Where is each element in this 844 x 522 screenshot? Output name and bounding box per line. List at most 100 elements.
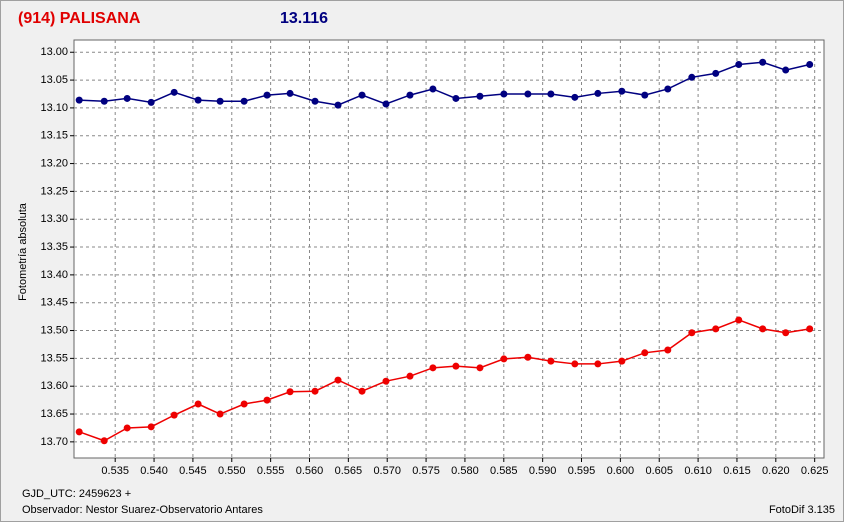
y-tick-label: 13.20 <box>40 157 68 169</box>
y-tick-label: 13.65 <box>40 408 68 420</box>
y-tick-label: 13.30 <box>40 213 68 225</box>
data-point <box>286 89 294 97</box>
data-point <box>664 346 672 354</box>
x-tick-label: 0.620 <box>762 465 790 477</box>
data-point <box>476 364 484 372</box>
data-point <box>571 360 579 368</box>
data-point <box>382 100 390 108</box>
chart-subtitle: 13.116 <box>280 10 328 27</box>
data-point <box>712 69 720 77</box>
y-tick-label: 13.25 <box>40 185 68 197</box>
y-axis-label: Fotometría absoluta <box>17 202 29 301</box>
data-point <box>240 97 248 105</box>
y-tick-label: 13.10 <box>40 102 68 114</box>
data-point <box>594 89 602 97</box>
data-point <box>170 411 178 419</box>
data-point <box>735 60 743 68</box>
data-point <box>406 91 414 99</box>
x-tick-label: 0.600 <box>607 465 635 477</box>
data-point <box>664 85 672 93</box>
data-point <box>618 87 626 95</box>
x-tick-label: 0.575 <box>412 465 440 477</box>
x-tick-label: 0.580 <box>451 465 479 477</box>
data-point <box>334 376 342 384</box>
data-point <box>286 388 294 396</box>
y-tick-label: 13.55 <box>40 352 68 364</box>
data-point <box>147 98 155 106</box>
x-tick-label: 0.585 <box>490 465 518 477</box>
data-point <box>358 91 366 99</box>
y-tick-label: 13.70 <box>40 436 68 448</box>
data-point <box>618 357 626 365</box>
data-point <box>476 92 484 100</box>
data-point <box>123 424 131 432</box>
x-tick-label: 0.615 <box>723 465 751 477</box>
plot-area <box>73 39 825 459</box>
x-tick-label: 0.605 <box>645 465 673 477</box>
x-tick-label: 0.540 <box>140 465 168 477</box>
data-point <box>147 423 155 431</box>
x-tick-label: 0.555 <box>257 465 285 477</box>
data-point <box>500 355 508 363</box>
x-tick-label: 0.545 <box>179 465 207 477</box>
data-point <box>735 316 743 324</box>
x-tick-label: 0.590 <box>529 465 557 477</box>
data-point <box>641 349 649 357</box>
y-tick-label: 13.05 <box>40 74 68 86</box>
data-point <box>429 85 437 93</box>
x-tick-label: 0.570 <box>373 465 401 477</box>
x-axis-label: GJD_UTC: 2459623 + <box>22 488 131 500</box>
y-tick-label: 13.15 <box>40 130 68 142</box>
y-tick-label: 13.40 <box>40 269 68 281</box>
data-point <box>75 428 83 436</box>
data-point <box>240 400 248 408</box>
x-tick-label: 0.625 <box>801 465 829 477</box>
software-version: FotoDif 3.135 <box>769 504 835 516</box>
data-point <box>100 437 108 445</box>
data-point <box>358 387 366 395</box>
observer: Observador: Nestor Suarez-Observatorio A… <box>22 504 263 516</box>
data-point <box>75 96 83 104</box>
data-point <box>311 387 319 395</box>
data-point <box>524 90 532 98</box>
data-point <box>263 396 271 404</box>
data-point <box>216 410 224 418</box>
data-point <box>100 97 108 105</box>
data-point <box>547 90 555 98</box>
data-point <box>452 362 460 370</box>
data-point <box>688 329 696 337</box>
x-tick-label: 0.565 <box>335 465 363 477</box>
x-tick-label: 0.610 <box>684 465 712 477</box>
data-point <box>524 353 532 361</box>
data-point <box>406 372 414 380</box>
data-point <box>806 325 814 333</box>
series-line <box>79 61 810 106</box>
series-line <box>78 319 810 442</box>
x-tick-label: 0.560 <box>296 465 324 477</box>
data-point <box>429 364 437 372</box>
data-point <box>194 96 202 104</box>
x-tick-label: 0.550 <box>218 465 246 477</box>
x-tick-label: 0.535 <box>101 465 129 477</box>
data-point <box>452 94 460 102</box>
data-point <box>123 94 131 102</box>
data-point <box>806 60 814 68</box>
data-point <box>194 400 202 408</box>
data-point <box>263 91 271 99</box>
data-point <box>547 357 555 365</box>
data-point <box>382 377 390 385</box>
y-tick-label: 13.50 <box>40 324 68 336</box>
x-tick-label: 0.595 <box>568 465 596 477</box>
y-tick-label: 13.60 <box>40 380 68 392</box>
data-point <box>688 73 696 81</box>
data-point <box>334 101 342 109</box>
data-point <box>216 97 224 105</box>
y-tick-label: 13.35 <box>40 241 68 253</box>
data-point <box>712 325 720 333</box>
data-point <box>571 93 579 101</box>
y-tick-label: 13.45 <box>40 297 68 309</box>
data-point <box>594 360 602 368</box>
chart-title: (914) PALISANA <box>18 10 141 27</box>
